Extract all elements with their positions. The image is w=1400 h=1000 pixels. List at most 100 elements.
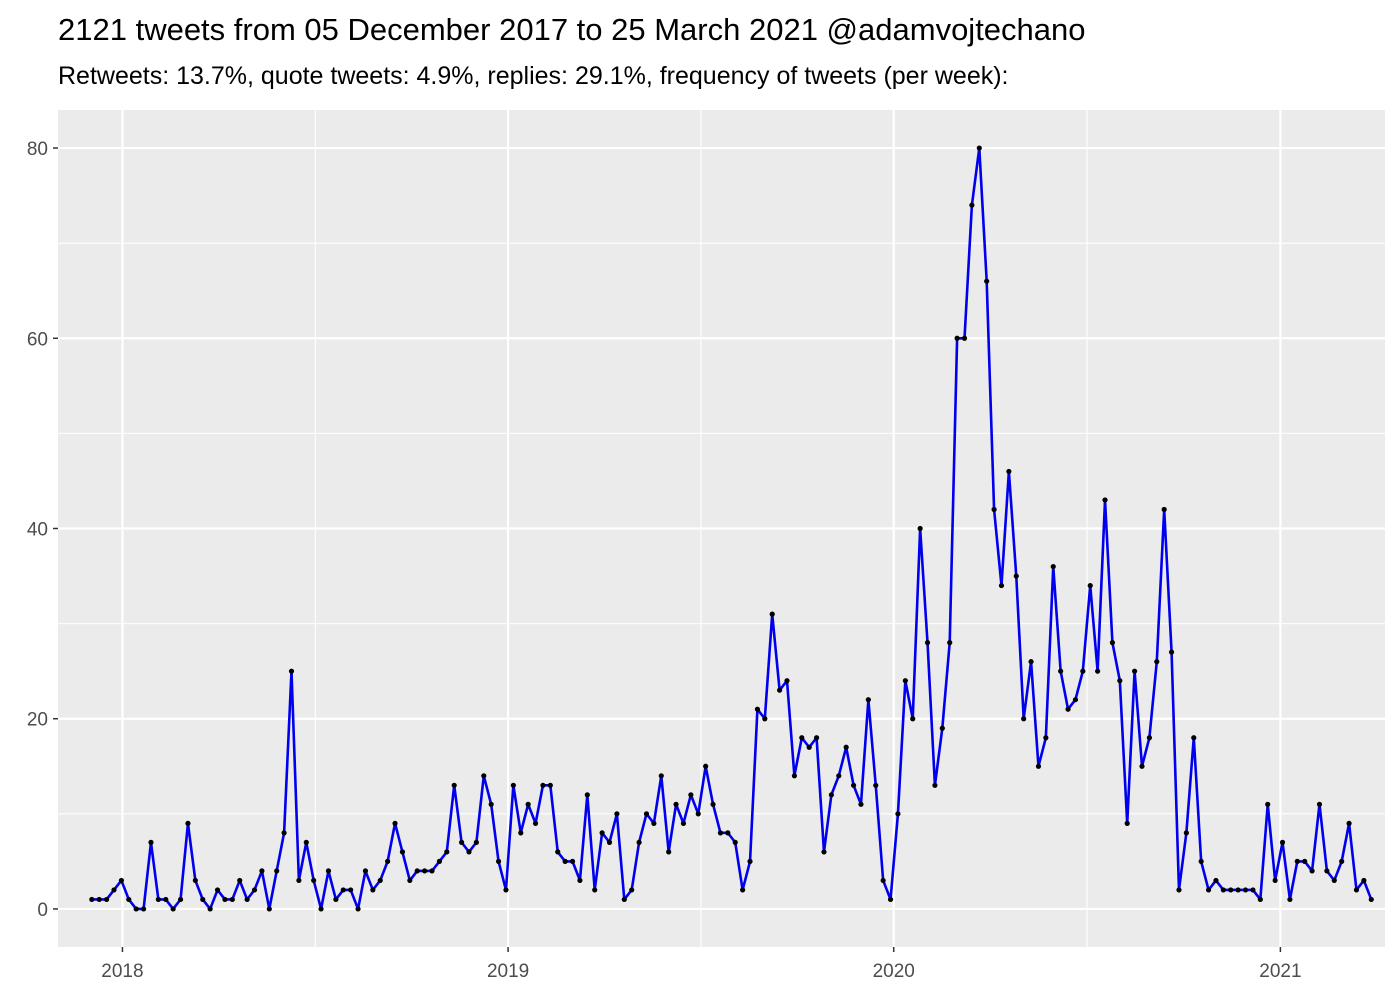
data-point <box>192 877 198 884</box>
data-point <box>1087 582 1093 589</box>
y-tick-label: 0 <box>37 900 48 921</box>
y-tick-label: 40 <box>27 520 48 541</box>
data-point <box>1065 706 1071 712</box>
data-point <box>466 849 472 855</box>
data-point <box>932 782 938 788</box>
data-point <box>140 906 147 912</box>
data-point <box>370 887 376 893</box>
data-point <box>407 877 413 884</box>
data-point <box>399 849 406 855</box>
data-point <box>777 687 783 693</box>
data-point <box>177 896 184 903</box>
data-point <box>902 678 908 684</box>
data-point-group <box>89 145 1374 912</box>
data-point <box>1028 659 1034 665</box>
data-point <box>244 896 250 903</box>
data-point <box>843 744 849 750</box>
data-point <box>976 145 982 151</box>
data-point <box>200 896 206 903</box>
data-point <box>1361 877 1367 884</box>
data-point <box>96 896 102 903</box>
data-point <box>1124 820 1130 826</box>
data-point <box>917 525 923 532</box>
data-point <box>555 849 561 855</box>
data-point <box>1058 668 1064 674</box>
data-point <box>1191 735 1197 741</box>
data-point <box>1154 659 1160 665</box>
data-point <box>1035 763 1042 769</box>
data-point <box>311 877 317 884</box>
data-point <box>126 896 132 903</box>
data-point <box>185 820 191 826</box>
data-point <box>547 782 553 788</box>
data-point <box>1272 877 1278 884</box>
data-point <box>939 725 945 731</box>
data-point <box>1346 820 1352 826</box>
data-point <box>303 839 309 845</box>
data-point <box>1309 868 1315 874</box>
data-point <box>259 868 265 874</box>
data-point <box>1176 887 1182 893</box>
data-point <box>1213 877 1219 884</box>
data-point <box>680 820 687 826</box>
data-point <box>991 506 997 513</box>
data-point <box>1198 858 1204 864</box>
data-point <box>333 896 339 903</box>
data-point <box>895 811 901 817</box>
data-point <box>813 735 820 741</box>
data-point <box>251 887 258 893</box>
data-point <box>1013 573 1019 579</box>
data-point <box>163 896 169 903</box>
data-point <box>318 906 324 912</box>
x-tick-label: 2020 <box>873 961 915 982</box>
data-point <box>887 896 894 903</box>
data-point <box>961 335 968 341</box>
data-point <box>1316 801 1323 807</box>
data-point <box>296 877 302 884</box>
data-point <box>673 801 679 807</box>
data-point <box>599 830 605 836</box>
data-point <box>1235 887 1241 893</box>
data-point <box>222 896 228 903</box>
data-point <box>592 887 598 893</box>
data-point <box>518 830 524 836</box>
data-point <box>865 697 871 703</box>
x-tick-label: 2021 <box>1259 961 1301 982</box>
data-point <box>436 858 443 864</box>
data-point <box>821 849 827 855</box>
data-point <box>1228 887 1234 893</box>
data-point <box>924 640 931 646</box>
data-point <box>747 858 753 864</box>
data-point <box>170 906 176 912</box>
y-tick-label: 20 <box>27 710 48 731</box>
data-point <box>658 773 664 779</box>
data-point <box>1006 468 1012 475</box>
data-point <box>155 896 161 903</box>
data-point <box>636 839 642 845</box>
data-point <box>1102 497 1108 503</box>
data-point <box>666 849 672 855</box>
data-point <box>703 763 709 769</box>
data-point <box>1146 735 1152 741</box>
data-point <box>451 782 457 788</box>
data-point <box>1287 896 1293 903</box>
data-point <box>207 906 213 912</box>
data-point <box>880 877 886 884</box>
y-tick-label: 60 <box>27 329 48 350</box>
y-tick-label: 80 <box>27 139 48 160</box>
data-point <box>1265 801 1271 807</box>
data-point <box>414 868 420 874</box>
series-line <box>90 146 1373 911</box>
data-point <box>1043 735 1049 741</box>
data-point <box>1109 640 1116 646</box>
data-point <box>984 278 990 284</box>
data-point <box>111 887 117 893</box>
data-point <box>1183 830 1189 836</box>
data-point <box>954 335 960 341</box>
data-point <box>1250 887 1256 893</box>
data-point <box>385 858 391 864</box>
data-point <box>643 811 650 817</box>
data-point <box>1139 763 1145 769</box>
data-point <box>104 896 110 903</box>
